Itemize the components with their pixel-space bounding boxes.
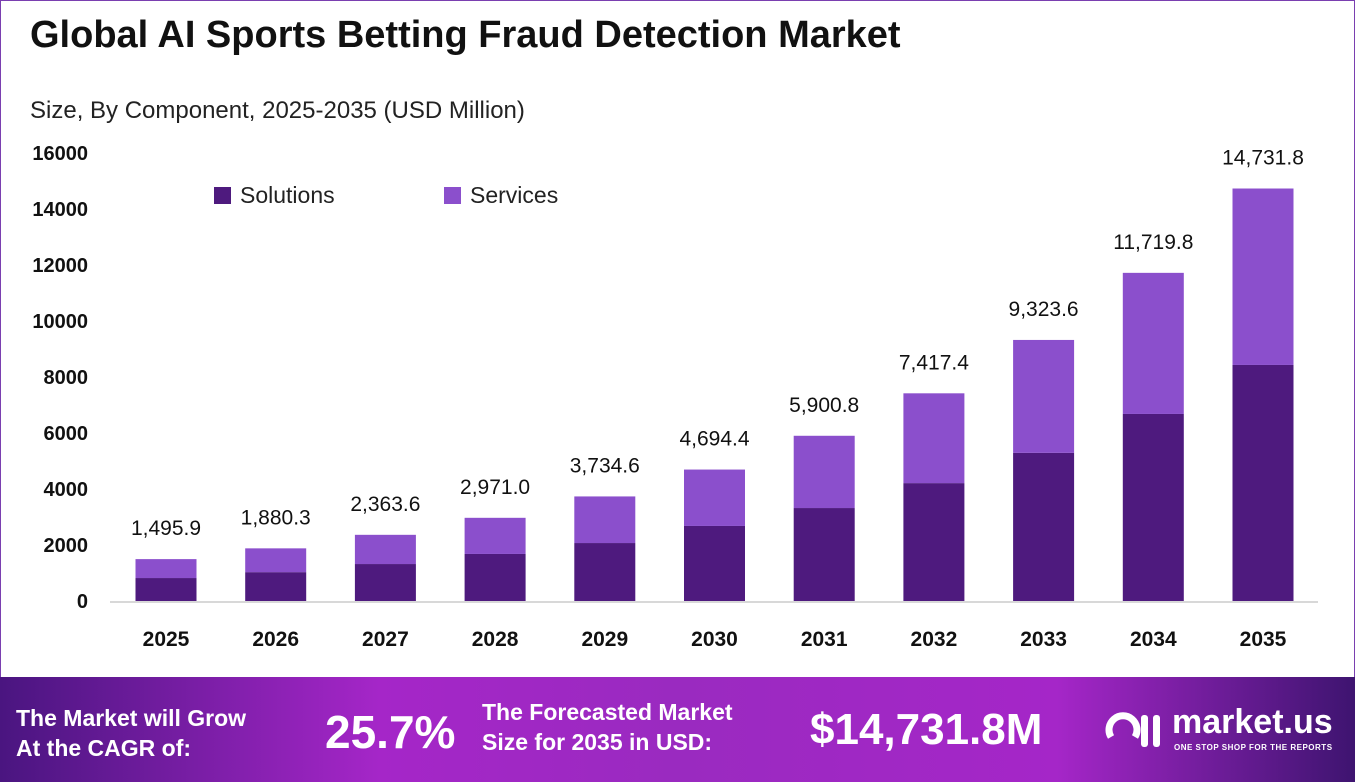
forecast-label: The Forecasted Market [482, 699, 733, 725]
total-label-2028: 2,971.0 [460, 476, 530, 499]
x-tick-label: 2032 [911, 628, 958, 651]
x-tick-label: 2034 [1130, 628, 1177, 651]
bar-solutions-2033 [1013, 452, 1075, 601]
x-tick-label: 2025 [143, 628, 190, 651]
x-tick-label: 2026 [252, 628, 299, 651]
y-tick-label: 12000 [32, 255, 88, 277]
total-label-2029: 3,734.6 [570, 454, 640, 477]
total-label-2025: 1,495.9 [131, 517, 201, 540]
legend-swatch-solutions [214, 187, 231, 204]
x-tick-label: 2031 [801, 628, 848, 651]
bar-services-2034 [1122, 272, 1184, 414]
bar-services-2031 [793, 435, 855, 509]
x-tick-label: 2035 [1240, 628, 1287, 651]
bar-services-2035 [1232, 188, 1294, 365]
x-tick-label: 2030 [691, 628, 738, 651]
chart-subtitle: Size, By Component, 2025-2035 (USD Milli… [30, 97, 525, 124]
y-tick-label: 10000 [32, 311, 88, 333]
total-label-2035: 14,731.8 [1222, 147, 1304, 170]
bar-solutions-2032 [903, 483, 965, 601]
y-tick-label: 8000 [44, 367, 89, 389]
chart-title: Global AI Sports Betting Fraud Detection… [30, 14, 901, 56]
legend-label-solutions: Solutions [240, 182, 335, 208]
bar-solutions-2026 [245, 572, 307, 601]
forecast-value: $14,731.8M [810, 705, 1043, 754]
y-tick-label: 4000 [44, 479, 89, 501]
bar-solutions-2031 [793, 508, 855, 601]
bar-services-2033 [1013, 339, 1075, 453]
y-tick-label: 16000 [32, 143, 88, 165]
total-label-2031: 5,900.8 [789, 394, 859, 417]
bar-services-2026 [245, 548, 307, 573]
brand-tagline: ONE STOP SHOP FOR THE REPORTS [1174, 743, 1333, 752]
legend-swatch-services [444, 187, 461, 204]
bar-solutions-2028 [464, 553, 526, 601]
bar-services-2027 [354, 534, 416, 565]
cagr-value: 25.7% [325, 706, 456, 758]
bar-services-2025 [135, 559, 197, 579]
total-label-2032: 7,417.4 [899, 351, 969, 374]
cagr-label-2: At the CAGR of: [16, 735, 192, 761]
x-tick-label: 2028 [472, 628, 519, 651]
y-tick-label: 2000 [44, 535, 89, 557]
total-label-2034: 11,719.8 [1113, 231, 1193, 254]
bar-solutions-2025 [135, 578, 197, 601]
total-label-2030: 4,694.4 [679, 428, 749, 451]
total-label-2033: 9,323.6 [1009, 298, 1079, 321]
bar-services-2029 [574, 496, 636, 544]
bar-solutions-2027 [354, 564, 416, 601]
y-tick-label: 14000 [32, 199, 88, 221]
total-label-2026: 1,880.3 [241, 506, 311, 529]
bar-solutions-2034 [1122, 413, 1184, 601]
bar-solutions-2035 [1232, 364, 1294, 601]
footer-banner: The Market will Grow At the CAGR of: 25.… [0, 677, 1355, 782]
x-tick-label: 2029 [581, 628, 628, 651]
x-tick-label: 2033 [1020, 628, 1067, 651]
bar-solutions-2029 [574, 543, 636, 601]
y-tick-label: 0 [77, 591, 88, 613]
legend-label-services: Services [470, 182, 558, 208]
forecast-label-2: Size for 2035 in USD: [482, 729, 713, 755]
market-us-logo-icon [1105, 712, 1160, 747]
brand-name: market.us [1172, 703, 1333, 741]
cagr-label: The Market will Grow [16, 705, 247, 731]
bar-services-2032 [903, 393, 965, 484]
bar-solutions-2030 [684, 525, 745, 601]
y-tick-label: 6000 [44, 423, 89, 445]
x-tick-label: 2027 [362, 628, 409, 651]
bar-services-2028 [464, 517, 526, 554]
total-label-2027: 2,363.6 [350, 493, 420, 516]
bar-services-2030 [684, 469, 745, 526]
chart-svg: 0 2000 4000 6000 8000 10000 12000 14000 16000 1,4… [32, 143, 1318, 651]
